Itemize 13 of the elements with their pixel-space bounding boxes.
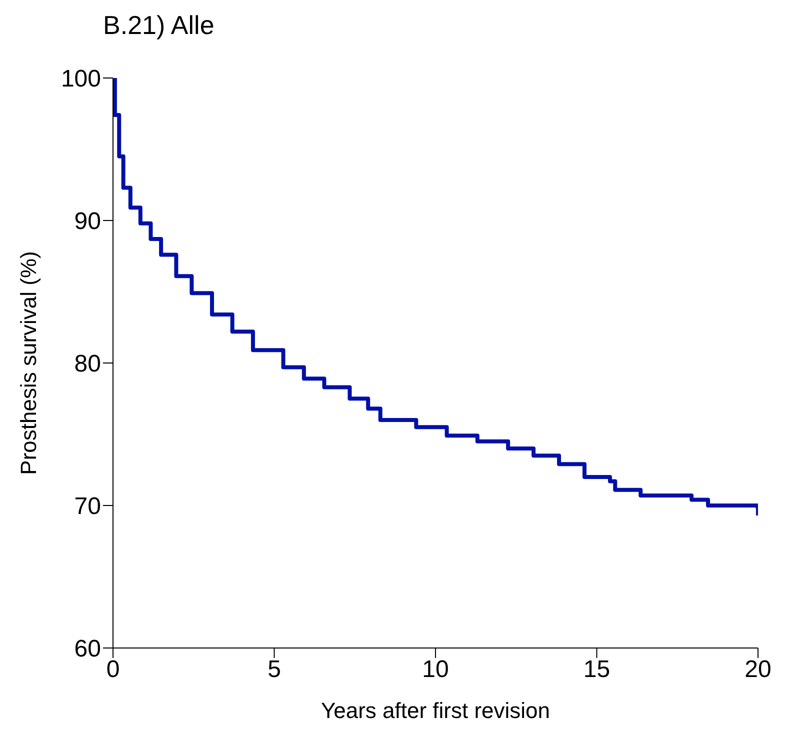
x-tick-label: 20: [744, 656, 772, 684]
x-tick-label: 10: [422, 656, 449, 684]
y-tick-label: 70: [74, 493, 101, 520]
y-tick-label: 100: [60, 66, 101, 93]
x-tick-label: 15: [583, 656, 610, 684]
x-tick-label: 0: [106, 656, 120, 684]
y-axis-title: Prosthesis survival (%): [16, 251, 41, 475]
x-axis-title: Years after first revision: [320, 698, 550, 723]
chart-title: B.21) Alle: [102, 9, 216, 42]
y-tick-label: 90: [74, 208, 101, 236]
x-tick-label: 5: [268, 656, 281, 684]
y-tick-label: 80: [74, 350, 101, 378]
y-tick-label: 60: [74, 636, 101, 663]
